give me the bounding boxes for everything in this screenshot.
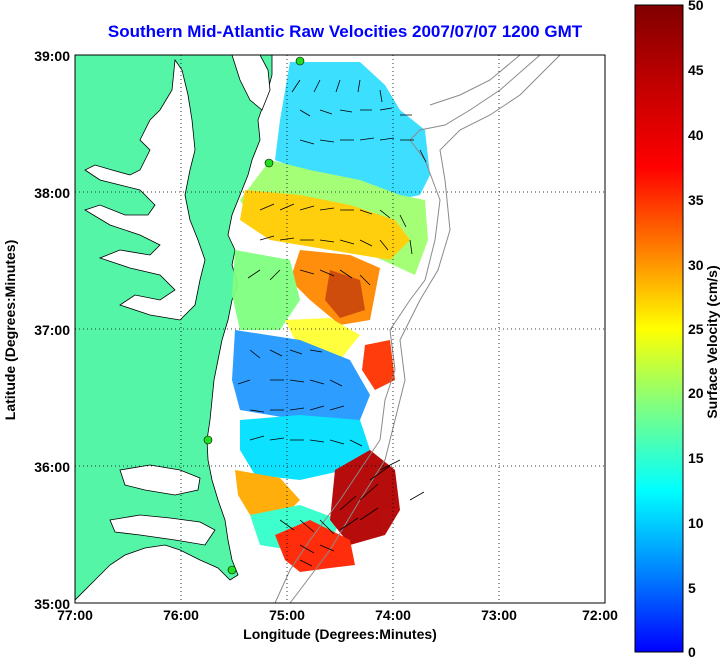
delaware-bay (231, 55, 271, 111)
y-tick-label: 39:00 (34, 48, 70, 64)
x-tick-label: 75:00 (269, 607, 305, 623)
colorbar-label: Surface Velocity (cm/s) (704, 265, 720, 419)
x-axis-label: Longitude (Degrees:Minutes) (243, 626, 437, 642)
colorbar-tick-label: 5 (688, 580, 696, 596)
y-tick-label: 38:00 (34, 185, 70, 201)
y-axis-label: Latitude (Degrees:Minutes) (2, 239, 18, 421)
y-tick-label: 36:00 (34, 459, 70, 475)
y-tick-label: 37:00 (34, 322, 70, 338)
station-marker (264, 158, 274, 168)
colorbar-tick-label: 0 (688, 644, 696, 659)
x-tick-label: 76:00 (163, 607, 199, 623)
velocity-field (232, 62, 430, 572)
colorbar-tick-label: 10 (688, 515, 704, 531)
colorbar-tick-label: 50 (688, 0, 704, 13)
station-marker (203, 435, 213, 445)
albemarle-sound (109, 464, 216, 546)
colorbar (634, 4, 684, 653)
colorbar-tick-label: 45 (688, 62, 704, 78)
map-title: Southern Mid-Atlantic Raw Velocities 200… (107, 22, 583, 41)
y-axis-ticks: 39:00 38:00 37:00 36:00 35:00 (34, 48, 70, 612)
colorbar-tick-label: 15 (688, 450, 704, 466)
velocity-vectors (237, 79, 427, 567)
colorbar-tick-label: 30 (688, 257, 704, 273)
station-marker (295, 56, 305, 66)
x-tick-label: 73:00 (481, 607, 517, 623)
radar-stations (203, 56, 305, 575)
bathymetry-contours (274, 55, 561, 603)
colorbar-tick-label: 25 (688, 321, 704, 337)
x-tick-label: 74:00 (375, 607, 411, 623)
chesapeake-bay (84, 58, 206, 321)
colorbar-tick-label: 35 (688, 192, 704, 208)
x-axis-ticks: 77:00 76:00 75:00 74:00 73:00 72:00 (57, 607, 618, 623)
x-tick-label: 77:00 (57, 607, 93, 623)
colorbar-ticks: 50 45 40 35 30 25 20 15 10 5 0 (688, 0, 704, 659)
x-tick-label: 72:00 (582, 607, 618, 623)
y-tick-label: 35:00 (34, 596, 70, 612)
map-frame (74, 54, 606, 604)
land-mass (75, 55, 273, 601)
colorbar-tick-label: 40 (688, 127, 704, 143)
grid-lines (75, 55, 605, 603)
station-marker (227, 565, 237, 575)
colorbar-tick-label: 20 (688, 385, 704, 401)
